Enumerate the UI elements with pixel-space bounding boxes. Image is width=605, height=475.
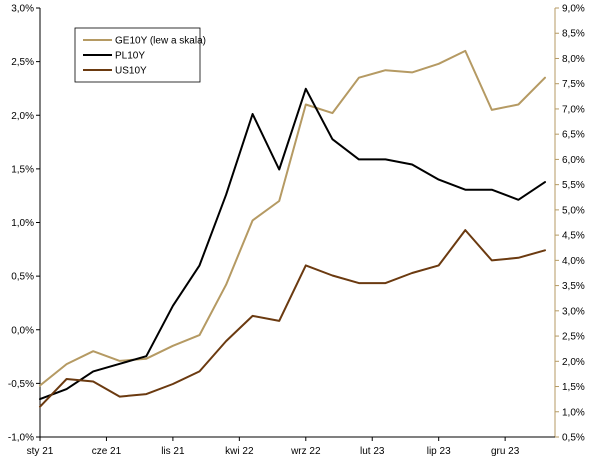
- series-line-2: [39, 87, 546, 401]
- right-tick-label: 4,5%: [562, 231, 585, 242]
- series-line-3: [39, 229, 546, 408]
- left-tick-label: 0,5%: [11, 272, 34, 283]
- right-tick-label: 2,5%: [562, 332, 585, 343]
- x-tick-label: lis 21: [161, 446, 185, 457]
- x-tick-label: kwi 22: [225, 446, 254, 457]
- x-tick-label: lip 23: [427, 446, 451, 457]
- legend: GE10Y (lew a skala) PL10Y US10Y: [74, 27, 206, 83]
- x-tick-label: cze 21: [92, 446, 122, 457]
- right-tick-label: 8,5%: [562, 29, 585, 40]
- right-tick-label: 9,0%: [562, 4, 585, 15]
- legend-label: PL10Y: [115, 51, 145, 62]
- right-tick-label: 7,0%: [562, 104, 585, 115]
- legend-label: GE10Y (lew a skala): [115, 36, 206, 47]
- right-tick-label: 5,0%: [562, 205, 585, 216]
- right-tick-label: 0,5%: [562, 433, 585, 444]
- right-tick-label: 3,5%: [562, 281, 585, 292]
- left-tick-label: -0,5%: [8, 379, 34, 390]
- right-tick-label: 2,0%: [562, 357, 585, 368]
- series-group: [39, 49, 546, 408]
- left-tick-label: -1,0%: [8, 433, 34, 444]
- legend-label: US10Y: [115, 66, 147, 77]
- x-tick-label: gru 23: [491, 446, 520, 457]
- left-tick-label: 2,0%: [11, 111, 34, 122]
- left-tick-label: 1,5%: [11, 164, 34, 175]
- x-tick-label: wrz 22: [290, 446, 321, 457]
- x-tick-label: sty 21: [27, 446, 54, 457]
- left-tick-label: 1,0%: [11, 218, 34, 229]
- left-tick-label: 0,0%: [11, 325, 34, 336]
- right-tick-label: 3,0%: [562, 306, 585, 317]
- series-line-1: [39, 49, 546, 387]
- left-tick-label: 2,5%: [11, 57, 34, 68]
- right-tick-label: 8,0%: [562, 54, 585, 65]
- right-tick-label: 1,5%: [562, 382, 585, 393]
- x-tick-label: lut 23: [360, 446, 385, 457]
- axes-group: -1,0% -0,5% 0,0% 0,5% 1,0% 1,5% 2,0% 2,5% 3,0% 0,…: [8, 4, 585, 458]
- right-tick-label: 5,5%: [562, 180, 585, 191]
- right-tick-label: 7,5%: [562, 79, 585, 90]
- right-tick-label: 1,0%: [562, 407, 585, 418]
- right-tick-label: 6,5%: [562, 130, 585, 141]
- right-tick-label: 6,0%: [562, 155, 585, 166]
- left-tick-label: 3,0%: [11, 4, 34, 15]
- right-tick-label: 4,0%: [562, 256, 585, 267]
